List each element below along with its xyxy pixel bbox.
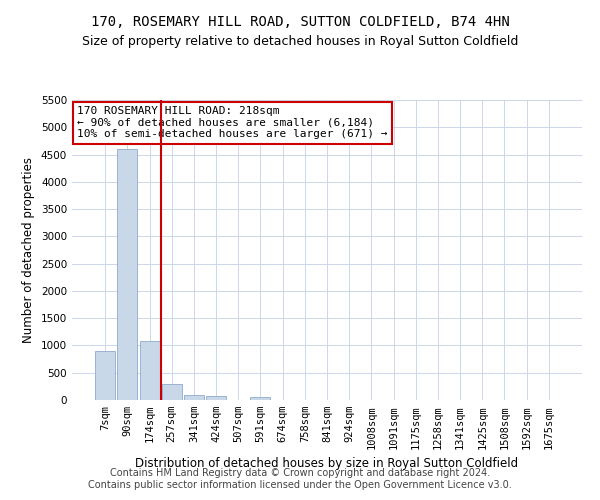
Bar	[250, 396, 271, 400]
X-axis label: Distribution of detached houses by size in Royal Sutton Coldfield: Distribution of detached houses by size …	[136, 457, 518, 470]
Bar	[118, 149, 137, 400]
Text: Size of property relative to detached houses in Royal Sutton Coldfield: Size of property relative to detached ho…	[82, 35, 518, 48]
Bar	[184, 394, 204, 400]
Bar	[140, 342, 160, 400]
Bar	[162, 384, 182, 400]
Y-axis label: Number of detached properties: Number of detached properties	[22, 157, 35, 343]
Text: Contains HM Land Registry data © Crown copyright and database right 2024.
Contai: Contains HM Land Registry data © Crown c…	[88, 468, 512, 490]
Text: 170, ROSEMARY HILL ROAD, SUTTON COLDFIELD, B74 4HN: 170, ROSEMARY HILL ROAD, SUTTON COLDFIEL…	[91, 15, 509, 29]
Bar	[95, 351, 115, 400]
Text: 170 ROSEMARY HILL ROAD: 218sqm
← 90% of detached houses are smaller (6,184)
10% : 170 ROSEMARY HILL ROAD: 218sqm ← 90% of …	[77, 106, 388, 139]
Bar	[206, 396, 226, 400]
